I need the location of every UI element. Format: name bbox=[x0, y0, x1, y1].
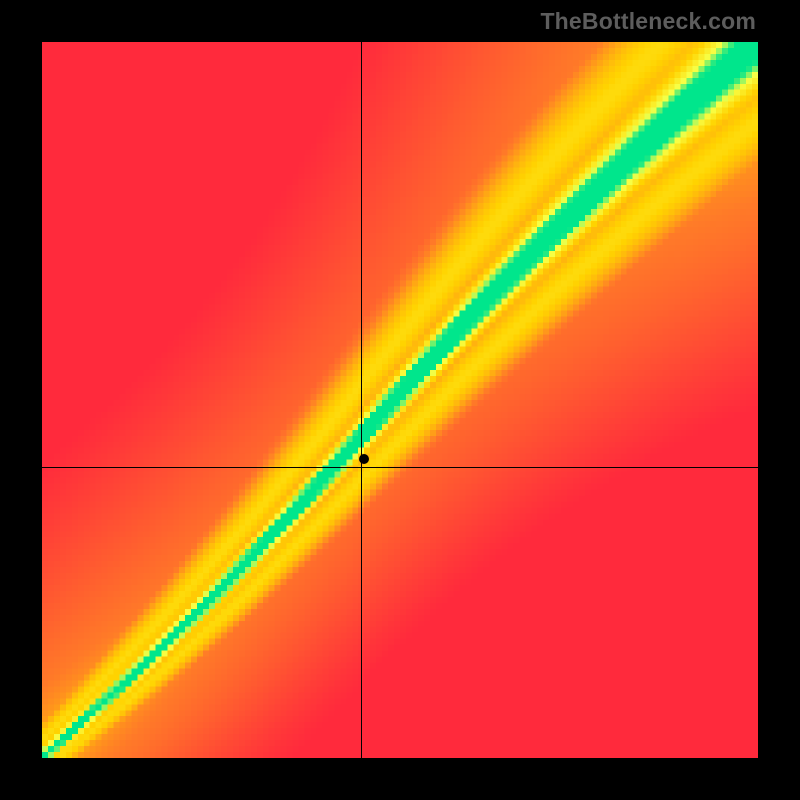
crosshair-horizontal bbox=[42, 467, 758, 468]
crosshair-vertical bbox=[361, 42, 362, 758]
heatmap-canvas bbox=[42, 42, 758, 758]
marker-dot bbox=[359, 454, 369, 464]
watermark-text: TheBottleneck.com bbox=[540, 8, 756, 35]
chart-frame: TheBottleneck.com bbox=[0, 0, 800, 800]
